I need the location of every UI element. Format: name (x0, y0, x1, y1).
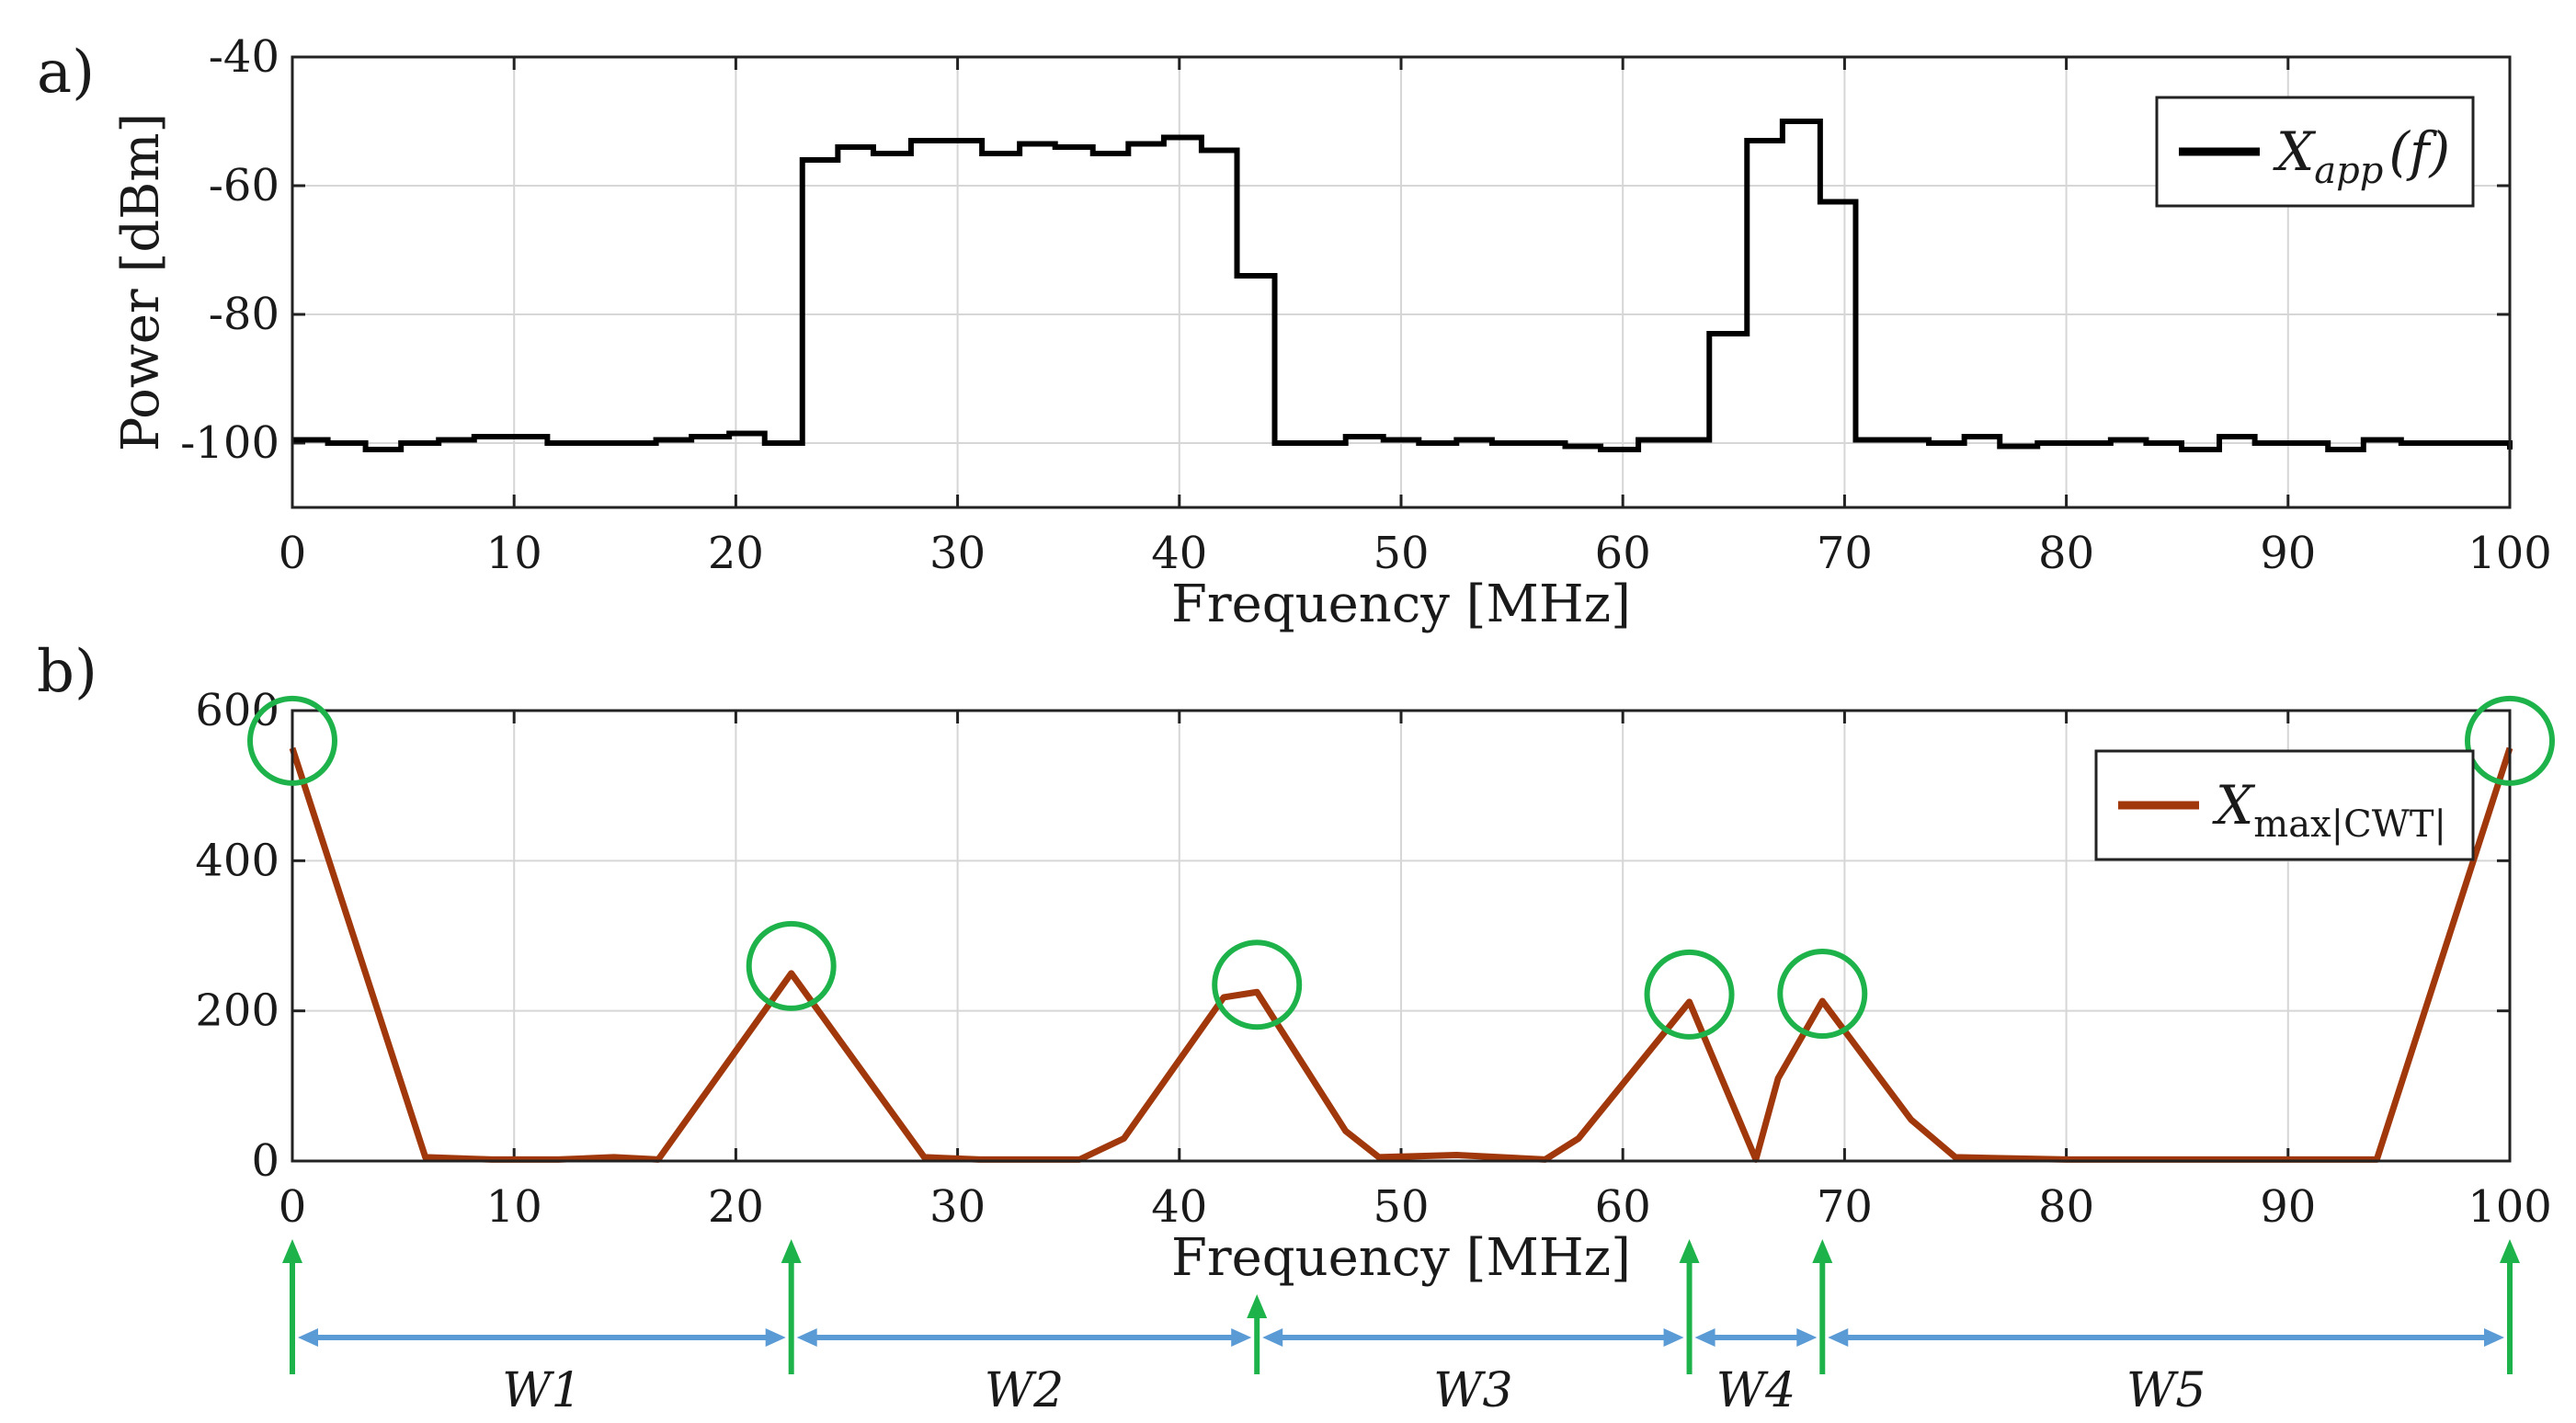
window-arrow-head-left (796, 1328, 817, 1347)
y-axis-label-a: Power [dBm] (111, 113, 171, 452)
peak-markers (247, 695, 2555, 1040)
x-tick-label: 100 (2468, 528, 2552, 579)
x-tick-label: 0 (279, 528, 307, 579)
x-tick-label: 40 (1151, 528, 1207, 579)
x-tick-label: 70 (1817, 1181, 1873, 1233)
x-tick-label: 90 (2260, 528, 2316, 579)
x-axis-label-a: Frequency [MHz] (1171, 575, 1631, 634)
legend-label: Xmax|CWT| (2212, 774, 2446, 846)
y-tick-label: 200 (195, 985, 279, 1037)
x-tick-label: 20 (708, 1181, 764, 1233)
boundary-arrow-head (1679, 1239, 1700, 1263)
x-tick-label: 50 (1373, 1181, 1429, 1233)
window-arrow-head-right (1796, 1328, 1818, 1347)
y-tick-label: -100 (180, 417, 279, 469)
y-tick-label: -40 (209, 31, 279, 83)
x-tick-label: 60 (1595, 1181, 1651, 1233)
boundary-arrow-head (1812, 1239, 1833, 1263)
window-arrow-head-right (2484, 1328, 2504, 1347)
peak-circle (746, 920, 837, 1011)
x-tick-label: 80 (2038, 528, 2094, 579)
x-tick-label: 10 (486, 1181, 542, 1233)
window-arrow-head-right (765, 1328, 786, 1347)
y-tick-label: -60 (209, 160, 279, 211)
peak-circle (1212, 939, 1303, 1030)
x-tick-label: 20 (708, 528, 764, 579)
panel-a-power-spectrum: a) 0 10 20 30 40 50 60 70 80 90 100 -100 -80 -60 -40 F… (37, 31, 2552, 634)
window-label: W5 (2126, 1363, 2206, 1418)
legend-a: Xapp (f) (2155, 96, 2475, 208)
window-arrow-head-left (1694, 1328, 1715, 1347)
x-tick-label: 10 (486, 528, 542, 579)
window-annotations: W1 W2 W3 W4 W5 (282, 1239, 2520, 1418)
series-b (289, 746, 2513, 1163)
x-axis-label-b: Frequency [MHz] (1171, 1228, 1631, 1288)
y-tick-label: 600 (195, 685, 279, 736)
axes-box-b (291, 709, 2512, 1163)
window-label: W2 (985, 1363, 1065, 1418)
x-tick-label: 30 (929, 528, 986, 579)
x-tick-label: 60 (1595, 528, 1651, 579)
axes-box-a (291, 55, 2512, 509)
peak-circle (1777, 949, 1868, 1040)
x-tick-label: 0 (279, 1181, 307, 1233)
series-line-x-app (292, 119, 2513, 452)
legend-b: Xmax|CWT| (2094, 749, 2475, 861)
x-tick-label: 40 (1151, 1181, 1207, 1233)
window-arrow-head-left (1262, 1328, 1283, 1347)
panel-label-b: b) (37, 638, 97, 706)
window-arrow-head-left (1828, 1328, 1849, 1347)
y-tick-label: 400 (195, 835, 279, 886)
boundary-arrow-head (282, 1239, 302, 1263)
series-a (292, 119, 2513, 452)
x-tick-label: 50 (1373, 528, 1429, 579)
window-arrow-head-right (1663, 1328, 1684, 1347)
peak-circle (2465, 695, 2555, 786)
panel-b-cwt-max: b) 0 10 20 30 40 50 60 70 80 90 100 0 200 400 600 Freq… (37, 638, 2555, 1418)
y-tick-label: -80 (209, 289, 279, 340)
window-label: W3 (1433, 1363, 1513, 1418)
x-tick-label: 90 (2260, 1181, 2316, 1233)
window-label: W4 (1716, 1363, 1796, 1418)
series-line-x-max-cwt (289, 746, 2513, 1163)
panel-label-a: a) (37, 39, 95, 107)
peak-circle (247, 695, 337, 786)
y-tick-label: 0 (251, 1135, 279, 1187)
x-tick-label: 100 (2468, 1181, 2552, 1233)
legend-label: Xapp (f) (2273, 120, 2450, 192)
x-tick-label: 70 (1817, 528, 1873, 579)
boundary-arrow-head (781, 1239, 802, 1263)
x-tick-label: 30 (929, 1181, 986, 1233)
window-arrow-head-left (298, 1328, 318, 1347)
window-arrow-head-right (1231, 1328, 1252, 1347)
window-label: W1 (502, 1363, 582, 1418)
ticks-a: 0 10 20 30 40 50 60 70 80 90 100 -100 -80 -60 -40 (180, 31, 2552, 579)
boundary-arrow-head (2500, 1239, 2520, 1263)
peak-circle (1644, 949, 1735, 1040)
x-tick-label: 80 (2038, 1181, 2094, 1233)
boundary-arrow-head (1247, 1294, 1268, 1318)
